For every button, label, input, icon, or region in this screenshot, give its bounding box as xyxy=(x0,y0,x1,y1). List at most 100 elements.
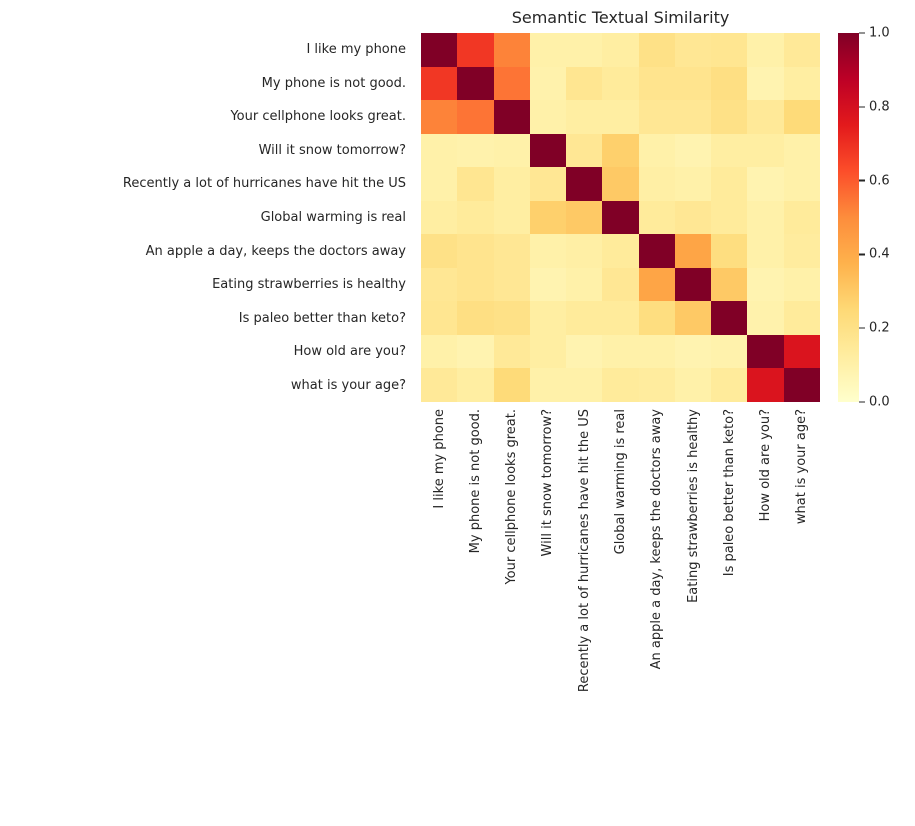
heatmap-cell xyxy=(711,100,748,134)
heatmap-cell xyxy=(711,301,748,335)
heatmap-cell xyxy=(711,66,748,101)
y-tick-label: Your cellphone looks great. xyxy=(230,109,406,125)
heatmap-cell xyxy=(783,100,820,134)
heatmap-cell xyxy=(493,66,530,101)
heatmap-cell xyxy=(674,200,712,235)
heatmap-cell xyxy=(566,100,603,134)
x-tick-label: Is paleo better than keto? xyxy=(721,409,737,577)
heatmap-cell xyxy=(711,267,748,302)
heatmap-cell xyxy=(711,334,748,369)
heatmap-cell xyxy=(421,334,458,369)
colorbar-tick-label: 0.4 xyxy=(869,246,890,262)
heatmap-cell xyxy=(602,200,639,235)
heatmap-cell xyxy=(566,33,603,67)
x-axis-labels: I like my phone My phone is not good. Your… xyxy=(421,409,820,729)
heatmap-cell xyxy=(529,267,567,302)
heatmap-cell xyxy=(421,301,458,335)
heatmap-cell xyxy=(638,334,675,369)
colorbar-tick: 0.4 xyxy=(859,247,890,262)
heatmap-cell xyxy=(602,301,639,335)
chart-title: Semantic Textual Similarity xyxy=(511,8,730,27)
colorbar-tick-mark xyxy=(859,253,865,256)
heatmap-cell xyxy=(529,66,567,101)
heatmap-cell xyxy=(421,167,458,201)
heatmap-cell xyxy=(566,167,603,201)
heatmap-cell xyxy=(457,301,494,335)
heatmap-cell xyxy=(783,200,820,235)
heatmap-cell xyxy=(783,66,820,101)
heatmap-cell xyxy=(493,200,530,235)
heatmap-cell xyxy=(674,334,712,369)
heatmap-cell xyxy=(674,368,712,402)
x-tick-label: Global warming is real xyxy=(612,409,628,555)
colorbar-tick-label: 0.0 xyxy=(869,394,890,410)
heatmap-cell xyxy=(457,33,494,67)
heatmap-cell xyxy=(421,267,458,302)
heatmap-cell xyxy=(674,100,712,134)
heatmap-cell xyxy=(783,267,820,302)
heatmap-cell xyxy=(783,133,820,168)
heatmap-cell xyxy=(783,334,820,369)
heatmap-cell xyxy=(711,133,748,168)
heatmap-cell xyxy=(529,167,567,201)
heatmap-cell xyxy=(783,234,820,268)
heatmap-cell xyxy=(602,100,639,134)
heatmap-cell xyxy=(602,368,639,402)
colorbar-tick-mark xyxy=(859,401,865,403)
heatmap-cell xyxy=(602,33,639,67)
heatmap-cell xyxy=(566,301,603,335)
heatmap-cell xyxy=(711,368,748,402)
heatmap-cell xyxy=(674,301,712,335)
heatmap-cell xyxy=(747,368,784,402)
heatmap-cell xyxy=(457,66,494,101)
heatmap-cell xyxy=(711,167,748,201)
heatmap-cell xyxy=(674,133,712,168)
y-tick-label: Eating strawberries is healthy xyxy=(212,277,406,293)
heatmap-cell xyxy=(493,167,530,201)
heatmap-cell xyxy=(638,234,675,268)
y-tick-label: My phone is not good. xyxy=(261,75,406,91)
colorbar-tick-mark xyxy=(859,327,865,329)
heatmap-cell xyxy=(602,167,639,201)
colorbar-tick-mark xyxy=(859,32,865,34)
heatmap-cell xyxy=(602,334,639,369)
heatmap-cell xyxy=(529,368,567,402)
y-tick-label: Recently a lot of hurricanes have hit th… xyxy=(122,176,406,192)
y-tick-label: How old are you? xyxy=(293,344,406,360)
x-tick-label: Eating strawberries is healthy xyxy=(685,409,701,603)
heatmap-cell xyxy=(566,133,603,168)
heatmap-cell xyxy=(457,234,494,268)
heatmap-cell xyxy=(674,267,712,302)
colorbar-tick-label: 0.8 xyxy=(869,99,890,115)
heatmap-cell xyxy=(711,200,748,235)
y-tick-label: Is paleo better than keto? xyxy=(238,310,406,326)
heatmap-cell xyxy=(421,133,458,168)
heatmap-cell xyxy=(638,368,675,402)
x-tick-label: Will it snow tomorrow? xyxy=(540,409,556,557)
heatmap-cell xyxy=(421,368,458,402)
heatmap-cell xyxy=(674,33,712,67)
heatmap-cell xyxy=(421,33,458,67)
heatmap-cell xyxy=(638,33,675,67)
heatmap-cell xyxy=(493,334,530,369)
heatmap-cell xyxy=(493,368,530,402)
heatmap-cell xyxy=(493,267,530,302)
colorbar-tick-label: 0.6 xyxy=(869,173,890,189)
colorbar-tick-label: 1.0 xyxy=(869,25,890,41)
heatmap-cell xyxy=(529,234,567,268)
heatmap-cell xyxy=(529,334,567,369)
heatmap-cell xyxy=(783,301,820,335)
y-axis-labels: I like my phone My phone is not good. Your… xyxy=(0,33,414,402)
heatmap-cell xyxy=(638,200,675,235)
heatmap-cell xyxy=(566,234,603,268)
heatmap-cell xyxy=(602,66,639,101)
heatmap-cell xyxy=(421,200,458,235)
heatmap-cell xyxy=(566,368,603,402)
x-tick-label: what is your age? xyxy=(794,409,810,525)
x-tick-label: I like my phone xyxy=(431,409,447,509)
heatmap-cell xyxy=(674,167,712,201)
heatmap-cell xyxy=(529,100,567,134)
colorbar-tick-mark xyxy=(859,179,865,182)
heatmap-cell xyxy=(747,200,784,235)
heatmap-cell xyxy=(674,66,712,101)
